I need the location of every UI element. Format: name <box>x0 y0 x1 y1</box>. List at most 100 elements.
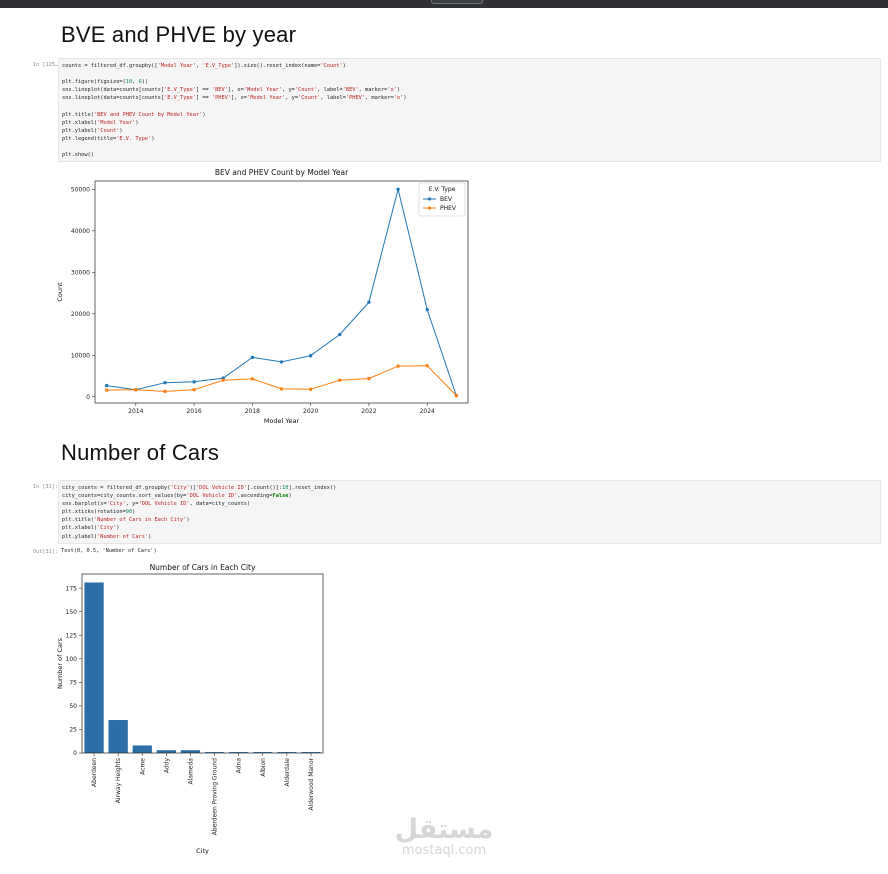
data-point-phev <box>338 378 341 381</box>
code-line[interactable]: sns.barplot(x='City', y='DOL Vehicle ID'… <box>62 501 250 507</box>
y-tick-label: 50000 <box>71 186 90 193</box>
x-tick-label: Addy <box>163 758 170 774</box>
x-tick-label: Airway Heights <box>115 758 122 803</box>
x-tick-label: 2024 <box>420 408 435 415</box>
code-line[interactable]: plt.xticks(rotation=90) <box>62 509 135 515</box>
data-point-phev <box>426 364 429 367</box>
data-point-bev <box>396 188 399 191</box>
y-tick-label: 10000 <box>71 352 90 359</box>
data-point-phev <box>455 394 458 397</box>
bar <box>109 720 128 753</box>
data-point-phev <box>309 388 312 391</box>
data-point-bev <box>105 384 108 387</box>
mostaql-watermark: مستقل mostaql.com <box>388 812 500 860</box>
x-tick-label: 2018 <box>245 408 260 415</box>
data-point-bev <box>426 308 429 311</box>
legend-marker-phev <box>428 206 431 209</box>
watermark-latin: mostaql.com <box>402 843 486 858</box>
code-line[interactable] <box>62 144 65 150</box>
legend-title: E.V. Type <box>429 186 456 193</box>
out2-prompt: Out[31]: <box>10 549 58 555</box>
code-cell-1[interactable]: counts = filtered_df.groupby(['Model Yea… <box>58 58 881 162</box>
data-point-phev <box>134 388 137 391</box>
code-line[interactable] <box>62 103 65 109</box>
data-point-phev <box>251 377 254 380</box>
code-line[interactable]: plt.show() <box>62 152 94 158</box>
chart-title: Number of Cars in Each City <box>150 563 256 572</box>
top-bar-button[interactable] <box>431 0 483 4</box>
x-axis-label: Model Year <box>264 417 300 425</box>
data-point-phev <box>163 390 166 393</box>
data-point-bev <box>192 380 195 383</box>
data-point-phev <box>396 364 399 367</box>
x-tick-label: 2016 <box>186 408 201 415</box>
data-point-bev <box>163 381 166 384</box>
y-tick-label: 100 <box>66 656 78 663</box>
x-axis-label: City <box>196 847 209 855</box>
code-line[interactable]: sns.lineplot(data=counts[counts['E.V_Typ… <box>62 95 407 101</box>
code-line[interactable]: sns.lineplot(data=counts[counts['E.V_Typ… <box>62 87 400 93</box>
code-line[interactable]: plt.ylabel('Count') <box>62 128 123 134</box>
code-line[interactable]: plt.title('BEV and PHEV Count by Model Y… <box>62 112 206 118</box>
x-tick-label: Alderwood Manor <box>308 757 315 810</box>
x-tick-label: Aberdeen <box>91 758 98 787</box>
x-tick-label: 2014 <box>128 408 143 415</box>
x-tick-label: Albion <box>260 758 267 777</box>
y-tick-label: 125 <box>66 632 78 639</box>
x-tick-label: Adna <box>236 758 243 774</box>
chart-title: BEV and PHEV Count by Model Year <box>215 168 349 177</box>
code-cell-1-source[interactable]: counts = filtered_df.groupby(['Model Yea… <box>59 59 880 159</box>
data-point-bev <box>280 360 283 363</box>
code-line[interactable]: counts = filtered_df.groupby(['Model Yea… <box>62 63 346 69</box>
series-line-phev <box>107 366 457 396</box>
bar-chart-cars-per-city: Number of Cars in Each City 0 25 50 75 100 125… <box>50 558 335 858</box>
code-line[interactable]: plt.title('Number of Cars in Each City') <box>62 517 190 523</box>
x-tick-label: Aberdeen Proving Ground <box>212 758 219 835</box>
y-tick-label: 50 <box>69 703 77 710</box>
code-line[interactable]: city_counts = filtered_df.groupby('City'… <box>62 485 336 491</box>
x-tick-label: Alderdale <box>284 758 291 787</box>
data-point-phev <box>280 387 283 390</box>
code-line[interactable]: plt.ylabel('Number of Cars') <box>62 534 151 540</box>
section-heading-ev-by-year: BVE and PHVE by year <box>61 22 296 48</box>
bar <box>84 582 103 753</box>
data-point-bev <box>338 333 341 336</box>
x-tick-label: Alameda <box>187 758 194 785</box>
series-line-bev <box>107 189 457 395</box>
cell2-prompt: In [31]: <box>10 484 58 490</box>
y-axis-label: Number of Cars <box>56 637 64 689</box>
data-point-bev <box>367 300 370 303</box>
y-tick-label: 75 <box>69 680 77 687</box>
code-line[interactable]: city_counts=city_counts.sort_values(by='… <box>62 493 292 499</box>
cell2-output-text: Text(0, 0.5, 'Number of Cars') <box>61 548 157 554</box>
y-tick-label: 0 <box>86 394 90 401</box>
y-tick-label: 150 <box>66 609 78 616</box>
code-line[interactable]: plt.xlabel('Model Year') <box>62 120 139 126</box>
legend-label-phev: PHEV <box>440 205 457 212</box>
section-heading-number-of-cars: Number of Cars <box>61 440 219 466</box>
x-tick-label: Acme <box>139 758 146 775</box>
y-tick-label: 0 <box>73 750 77 757</box>
line-chart-bev-phev: BEV and PHEV Count by Model Year 0 10000 20… <box>50 163 474 429</box>
y-tick-label: 25 <box>69 727 77 734</box>
y-tick-label: 20000 <box>71 311 90 318</box>
code-line[interactable]: plt.figure(figsize=(10, 6)) <box>62 79 148 85</box>
data-point-phev <box>222 378 225 381</box>
data-point-phev <box>105 388 108 391</box>
data-point-bev <box>251 356 254 359</box>
bar <box>133 745 152 753</box>
legend-marker-bev <box>428 197 431 200</box>
y-tick-label: 30000 <box>71 269 90 276</box>
code-line[interactable]: plt.legend(title='E.V. Type') <box>62 136 155 142</box>
code-line[interactable] <box>62 71 65 77</box>
code-line[interactable]: plt.xlabel('City') <box>62 525 119 531</box>
data-point-phev <box>192 388 195 391</box>
window-top-bar <box>0 0 888 8</box>
data-point-phev <box>367 377 370 380</box>
y-axis-label: Count <box>56 282 64 302</box>
x-tick-label: 2020 <box>303 408 318 415</box>
y-tick-label: 40000 <box>71 228 90 235</box>
code-cell-2[interactable]: city_counts = filtered_df.groupby('City'… <box>58 480 881 544</box>
bar <box>157 750 176 753</box>
code-cell-2-source[interactable]: city_counts = filtered_df.groupby('City'… <box>59 481 880 541</box>
